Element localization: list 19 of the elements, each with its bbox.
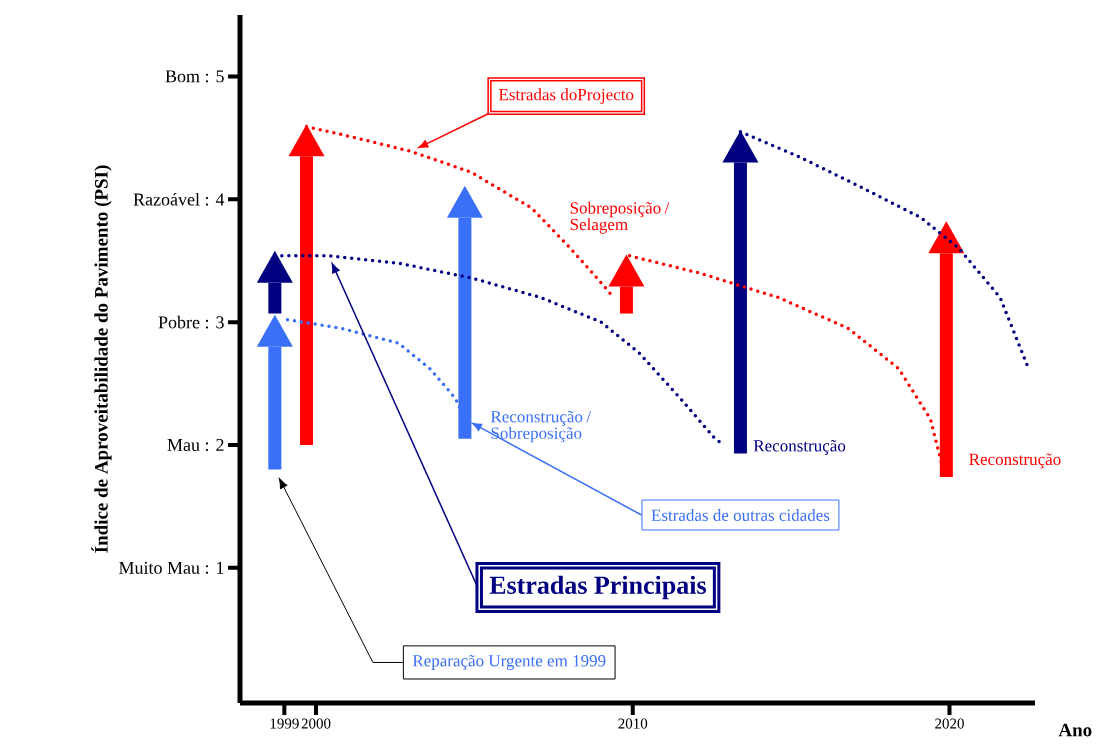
y-tick-label: Pobre : 3	[158, 315, 224, 329]
text: Estradas de outras cidades	[651, 509, 830, 521]
text: Estradas doProjecto	[498, 88, 634, 104]
y-tick-label: Mau : 2	[167, 438, 224, 452]
text: Estradas Principais	[489, 575, 706, 600]
x-tick-label: 2010	[618, 718, 648, 729]
x-tick-label: 1999	[270, 718, 299, 729]
x-axis-title: Ano	[1058, 723, 1092, 737]
y-tick-label: Bom : 5	[165, 70, 224, 83]
y-tick-label: Muito Mau : 1	[119, 561, 224, 574]
y-axis-title: Índice de Aproveitabilidade do Pavimento (PSI)	[91, 165, 112, 553]
annotation: Reconstrução	[969, 453, 1061, 469]
annotation: Reconstrução	[753, 439, 846, 455]
x-tick-label: 2000	[301, 718, 331, 729]
y-tick-label: Razoável : 4	[133, 192, 225, 206]
annotation: Reparação Urgente em 1999	[412, 654, 606, 671]
annotation: Sobreposição / Selagem	[570, 201, 670, 234]
annotation: Reconstrução / Sobreposição	[490, 410, 592, 443]
x-tick-label: 2020	[935, 718, 964, 729]
